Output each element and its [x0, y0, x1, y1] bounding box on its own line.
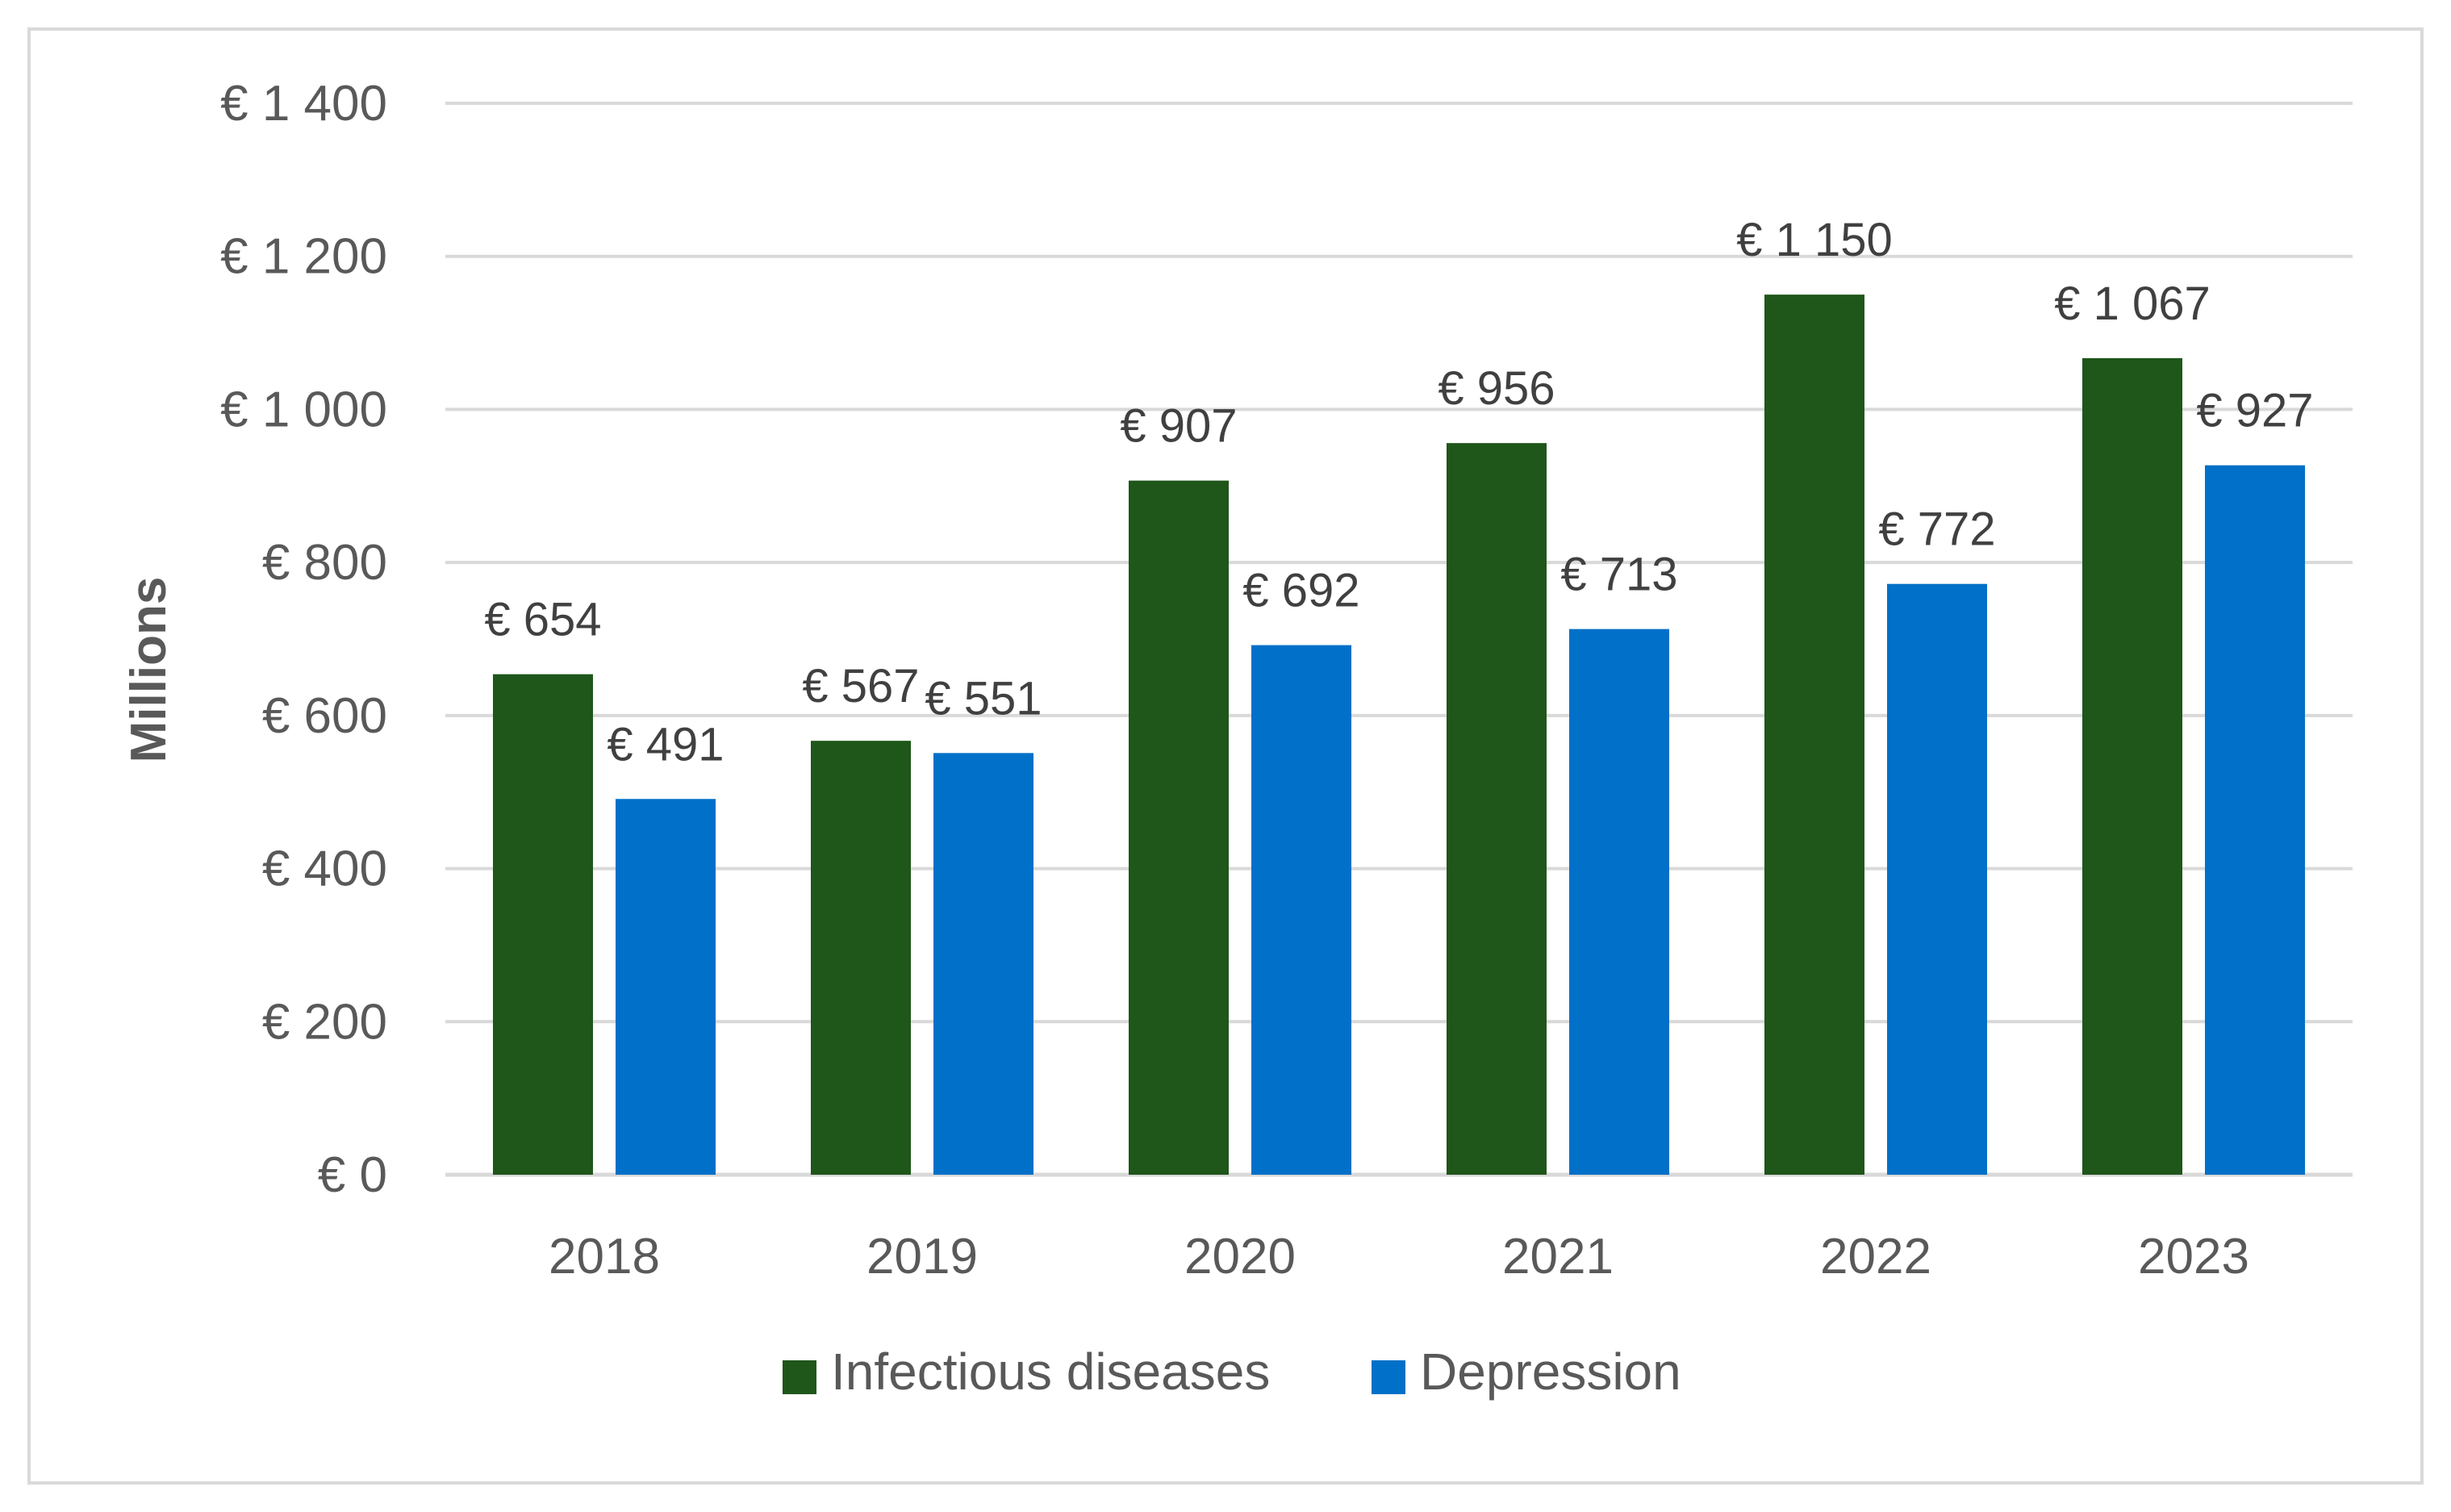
data-label: € 1 150	[1736, 214, 1893, 266]
data-label: € 713	[1560, 549, 1677, 601]
legend-label: Depression	[1420, 1343, 1681, 1401]
data-label: € 491	[607, 718, 724, 771]
bars	[493, 294, 2305, 1176]
bar-depression-2023	[2205, 465, 2305, 1175]
gridlines	[445, 102, 2353, 1177]
y-tick-label: € 400	[262, 842, 387, 897]
data-label: € 567	[802, 660, 919, 712]
bar-infectious-diseases-2022	[1764, 294, 1864, 1176]
data-label: € 551	[925, 672, 1042, 725]
bar-infectious-diseases-2021	[1447, 443, 1547, 1175]
y-tick-label: € 1 200	[220, 229, 387, 285]
y-tick-label: € 0	[318, 1147, 387, 1203]
y-axis-title: Millions	[121, 577, 177, 763]
data-label: € 772	[1878, 503, 1995, 556]
legend-swatch-depression	[1372, 1360, 1405, 1394]
x-tick-label: 2021	[1502, 1229, 1614, 1284]
data-label: € 654	[484, 594, 601, 646]
bar-infectious-diseases-2020	[1129, 480, 1229, 1175]
data-label: € 927	[2196, 385, 2313, 437]
bar-infectious-diseases-2018	[493, 674, 593, 1175]
bar-infectious-diseases-2019	[811, 741, 911, 1175]
y-tick-label: € 1 400	[220, 76, 387, 132]
y-axis-ticks: € 0 € 200 € 400 € 600 € 800 € 1 000 € 1 200 € 1…	[220, 76, 387, 1203]
x-tick-label: 2018	[549, 1229, 660, 1284]
x-tick-label: 2023	[2138, 1229, 2249, 1284]
data-labels: € 654 € 491 € 567 € 551 € 907 € 692 € 956 € 713…	[484, 214, 2313, 771]
bar-infectious-diseases-2023	[2082, 357, 2182, 1176]
bar-depression-2022	[1887, 583, 1987, 1175]
legend-label: Infectious diseases	[831, 1343, 1270, 1401]
y-tick-label: € 1 000	[220, 382, 387, 437]
bar-depression-2020	[1251, 645, 1351, 1175]
legend-swatch-infectious-diseases	[783, 1360, 816, 1394]
x-tick-label: 2020	[1184, 1229, 1296, 1284]
x-tick-label: 2022	[1820, 1229, 1931, 1284]
bar-depression-2021	[1569, 629, 1669, 1175]
data-label: € 692	[1242, 565, 1359, 617]
bar-depression-2018	[616, 799, 716, 1175]
data-label: € 1 067	[2054, 278, 2211, 330]
data-label: € 907	[1120, 400, 1237, 453]
y-tick-label: € 600	[262, 688, 387, 744]
bar-depression-2019	[933, 753, 1033, 1175]
legend: Infectious diseases Depression	[783, 1343, 1681, 1401]
y-tick-label: € 800	[262, 535, 387, 591]
x-axis-ticks: 2018 2019 2020 2021 2022 2023	[549, 1229, 2249, 1284]
y-tick-label: € 200	[262, 994, 387, 1050]
x-tick-label: 2019	[866, 1229, 978, 1284]
data-label: € 956	[1438, 362, 1555, 415]
